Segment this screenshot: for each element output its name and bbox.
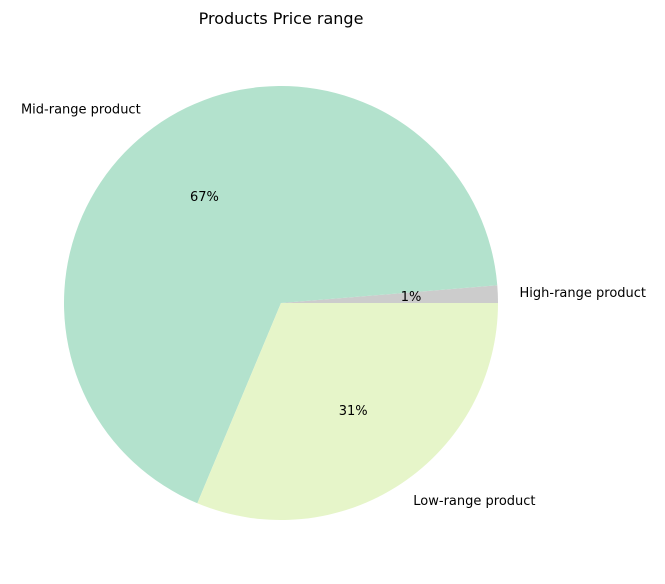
pie-slice-low-range-product (197, 303, 498, 520)
percent-label-low-range-product: 31% (339, 404, 368, 419)
pie-slices (64, 85, 498, 520)
percent-label-high-range-product: 1% (401, 290, 422, 305)
pie-labels: High-range product 1% Mid-range product 67%… (21, 102, 646, 509)
slice-label-high-range-product: High-range product (520, 286, 647, 301)
chart-title: Products Price range (199, 9, 364, 28)
slice-label-low-range-product: Low-range product (413, 494, 535, 509)
pie-slice-high-range-product (281, 285, 498, 303)
percent-label-mid-range-product: 67% (190, 190, 219, 205)
slice-label-mid-range-product: Mid-range product (21, 102, 141, 117)
pie-slice-mid-range-product (64, 85, 498, 504)
